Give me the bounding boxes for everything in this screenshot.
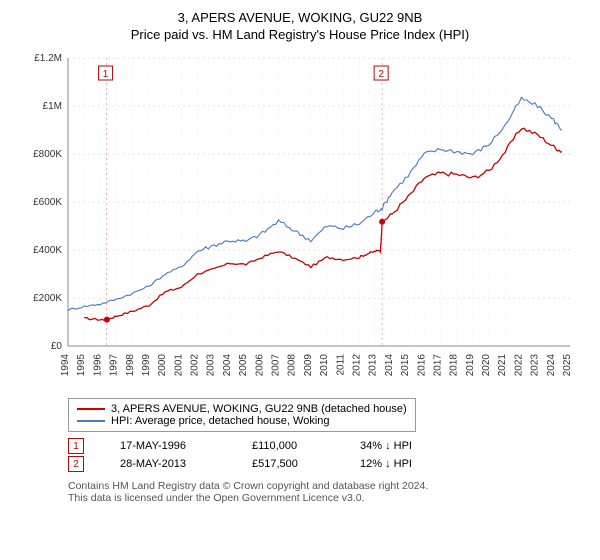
- svg-text:£1M: £1M: [43, 101, 62, 112]
- event-row: 2 28-MAY-2013 £517,500 12% ↓ HPI: [68, 456, 580, 472]
- svg-text:1996: 1996: [92, 354, 103, 377]
- event-delta: 12% ↓ HPI: [360, 458, 412, 470]
- event-date: 28-MAY-2013: [120, 458, 216, 470]
- footer-line2: This data is licensed under the Open Gov…: [68, 492, 580, 504]
- svg-text:2019: 2019: [465, 354, 476, 377]
- svg-text:2012: 2012: [351, 354, 362, 377]
- svg-text:1: 1: [103, 69, 109, 80]
- svg-text:2004: 2004: [222, 354, 233, 377]
- legend-item: 3, APERS AVENUE, WOKING, GU22 9NB (detac…: [77, 403, 407, 415]
- svg-text:2022: 2022: [513, 354, 524, 377]
- legend-label: HPI: Average price, detached house, Woki…: [111, 415, 330, 427]
- svg-text:2024: 2024: [546, 354, 557, 377]
- svg-text:1995: 1995: [76, 354, 87, 377]
- svg-text:1997: 1997: [109, 354, 120, 377]
- event-delta: 34% ↓ HPI: [360, 440, 412, 452]
- event-row: 1 17-MAY-1996 £110,000 34% ↓ HPI: [68, 438, 580, 454]
- svg-text:2025: 2025: [562, 354, 573, 377]
- svg-text:2: 2: [378, 69, 384, 80]
- events-table: 1 17-MAY-1996 £110,000 34% ↓ HPI 2 28-MAY-201…: [68, 438, 580, 472]
- event-price: £517,500: [252, 458, 324, 470]
- event-price: £110,000: [252, 440, 324, 452]
- svg-text:1994: 1994: [60, 354, 71, 377]
- svg-text:£600K: £600K: [33, 197, 62, 208]
- svg-text:2008: 2008: [287, 354, 298, 377]
- legend-label: 3, APERS AVENUE, WOKING, GU22 9NB (detac…: [111, 403, 407, 415]
- svg-text:2021: 2021: [497, 354, 508, 377]
- svg-text:2000: 2000: [157, 354, 168, 377]
- event-marker: 2: [68, 456, 84, 472]
- svg-text:2023: 2023: [530, 354, 541, 377]
- legend-swatch: [77, 420, 105, 422]
- svg-text:2017: 2017: [432, 354, 443, 377]
- svg-text:£0: £0: [51, 341, 63, 352]
- svg-text:1998: 1998: [125, 354, 136, 377]
- svg-text:2006: 2006: [254, 354, 265, 377]
- svg-text:£800K: £800K: [33, 149, 62, 160]
- footer: Contains HM Land Registry data © Crown c…: [68, 480, 580, 504]
- title-line1: 3, APERS AVENUE, WOKING, GU22 9NB: [20, 10, 580, 25]
- footer-line1: Contains HM Land Registry data © Crown c…: [68, 480, 580, 492]
- svg-text:2007: 2007: [271, 354, 282, 377]
- svg-text:2011: 2011: [335, 354, 346, 376]
- svg-text:2010: 2010: [319, 354, 330, 377]
- legend: 3, APERS AVENUE, WOKING, GU22 9NB (detac…: [68, 398, 416, 432]
- svg-text:2013: 2013: [368, 354, 379, 377]
- svg-text:1999: 1999: [141, 354, 152, 377]
- legend-item: HPI: Average price, detached house, Woki…: [77, 415, 407, 427]
- svg-text:2003: 2003: [206, 354, 217, 377]
- svg-text:2016: 2016: [416, 354, 427, 377]
- svg-text:2018: 2018: [449, 354, 460, 377]
- title-line2: Price paid vs. HM Land Registry's House …: [20, 27, 580, 42]
- legend-swatch: [77, 408, 105, 410]
- svg-text:2014: 2014: [384, 354, 395, 377]
- chart: 1 2 £0 £200K £400K £600K £800K £1M £1.2M 1994 1995…: [20, 50, 580, 390]
- svg-text:2005: 2005: [238, 354, 249, 377]
- svg-text:£400K: £400K: [33, 245, 62, 256]
- event-marker: 1: [68, 438, 84, 454]
- event-date: 17-MAY-1996: [120, 440, 216, 452]
- svg-text:2015: 2015: [400, 354, 411, 377]
- svg-text:2001: 2001: [173, 354, 184, 377]
- svg-text:2002: 2002: [190, 354, 201, 377]
- svg-text:£200K: £200K: [33, 293, 62, 304]
- svg-text:2009: 2009: [303, 354, 314, 377]
- svg-text:2020: 2020: [481, 354, 492, 377]
- svg-text:£1.2M: £1.2M: [34, 53, 62, 64]
